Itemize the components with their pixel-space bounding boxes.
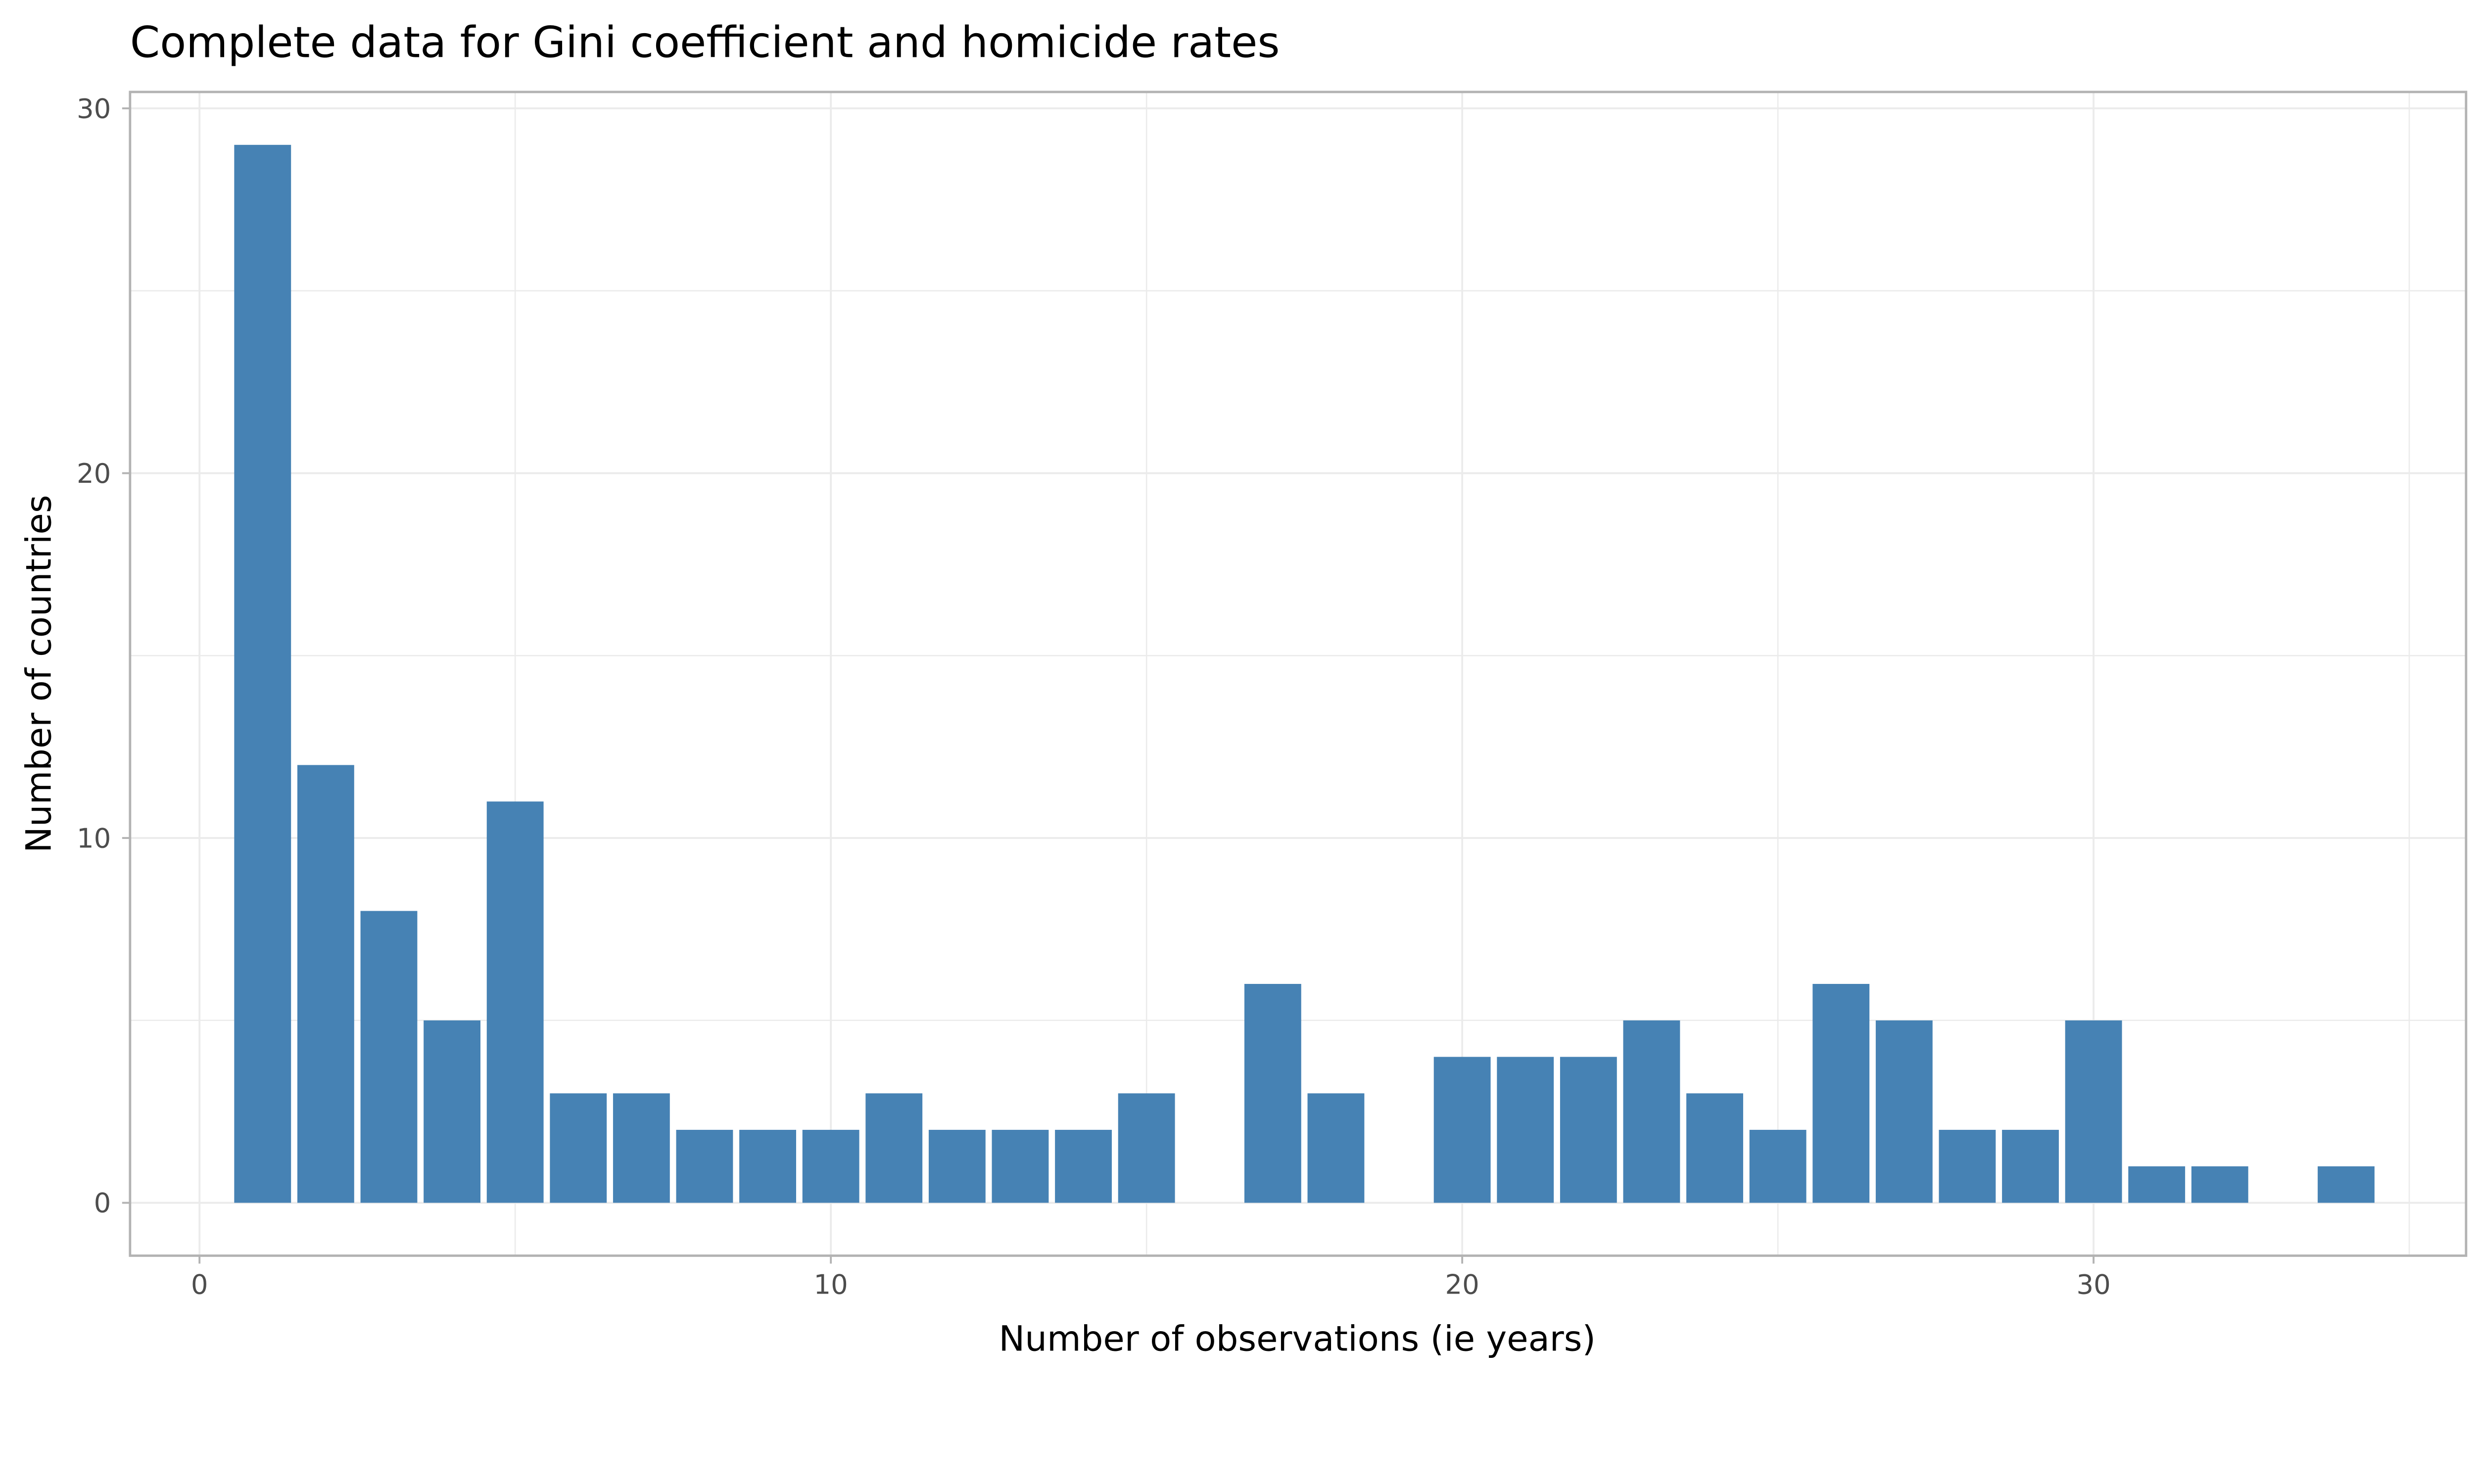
bar-13 xyxy=(992,1130,1049,1203)
bar-31 xyxy=(2128,1166,2186,1203)
bar-21 xyxy=(1497,1057,1554,1203)
bar-6 xyxy=(550,1093,607,1203)
bar-27 xyxy=(1875,1020,1933,1203)
bar-12 xyxy=(928,1130,986,1203)
bar-7 xyxy=(613,1093,670,1203)
bar-10 xyxy=(802,1130,859,1203)
bar-22 xyxy=(1560,1057,1617,1203)
bar-4 xyxy=(424,1020,480,1203)
histogram-chart: Complete data for Gini coefficient and h… xyxy=(19,18,2468,1359)
bar-34 xyxy=(2318,1166,2375,1203)
chart-title: Complete data for Gini coefficient and h… xyxy=(130,18,1280,67)
bar-8 xyxy=(676,1130,733,1203)
bar-24 xyxy=(1686,1093,1743,1203)
bar-1 xyxy=(234,144,291,1203)
bar-25 xyxy=(1749,1130,1807,1203)
bar-20 xyxy=(1433,1057,1491,1203)
x-tick-label: 10 xyxy=(814,1268,848,1300)
y-tick-label: 30 xyxy=(77,93,111,124)
y-tick-label: 20 xyxy=(77,458,111,489)
bar-14 xyxy=(1055,1130,1112,1203)
bar-9 xyxy=(739,1130,796,1203)
bar-23 xyxy=(1623,1020,1680,1203)
y-tick-label: 0 xyxy=(94,1187,111,1219)
x-axis-label: Number of observations (ie years) xyxy=(999,1319,1596,1359)
y-axis-label: Number of countries xyxy=(19,495,59,853)
x-tick-label: 0 xyxy=(191,1268,208,1300)
bars xyxy=(234,144,2375,1203)
bar-30 xyxy=(2065,1020,2122,1203)
bar-29 xyxy=(2002,1130,2059,1203)
bar-32 xyxy=(2191,1166,2248,1203)
x-tick-label: 30 xyxy=(2076,1268,2110,1300)
x-tick-label: 20 xyxy=(1445,1268,1479,1300)
bar-3 xyxy=(360,911,418,1203)
bar-28 xyxy=(1939,1130,1996,1203)
bar-17 xyxy=(1244,984,1301,1203)
bar-18 xyxy=(1307,1093,1365,1203)
axis-ticks: 0 10 20 30 0 10 20 30 xyxy=(77,93,2111,1300)
bar-11 xyxy=(865,1093,923,1203)
bar-15 xyxy=(1118,1093,1175,1203)
bar-2 xyxy=(297,765,354,1203)
bar-5 xyxy=(486,801,544,1203)
y-tick-label: 10 xyxy=(77,822,111,854)
panel-border xyxy=(129,91,2468,1257)
bar-26 xyxy=(1812,984,1870,1203)
